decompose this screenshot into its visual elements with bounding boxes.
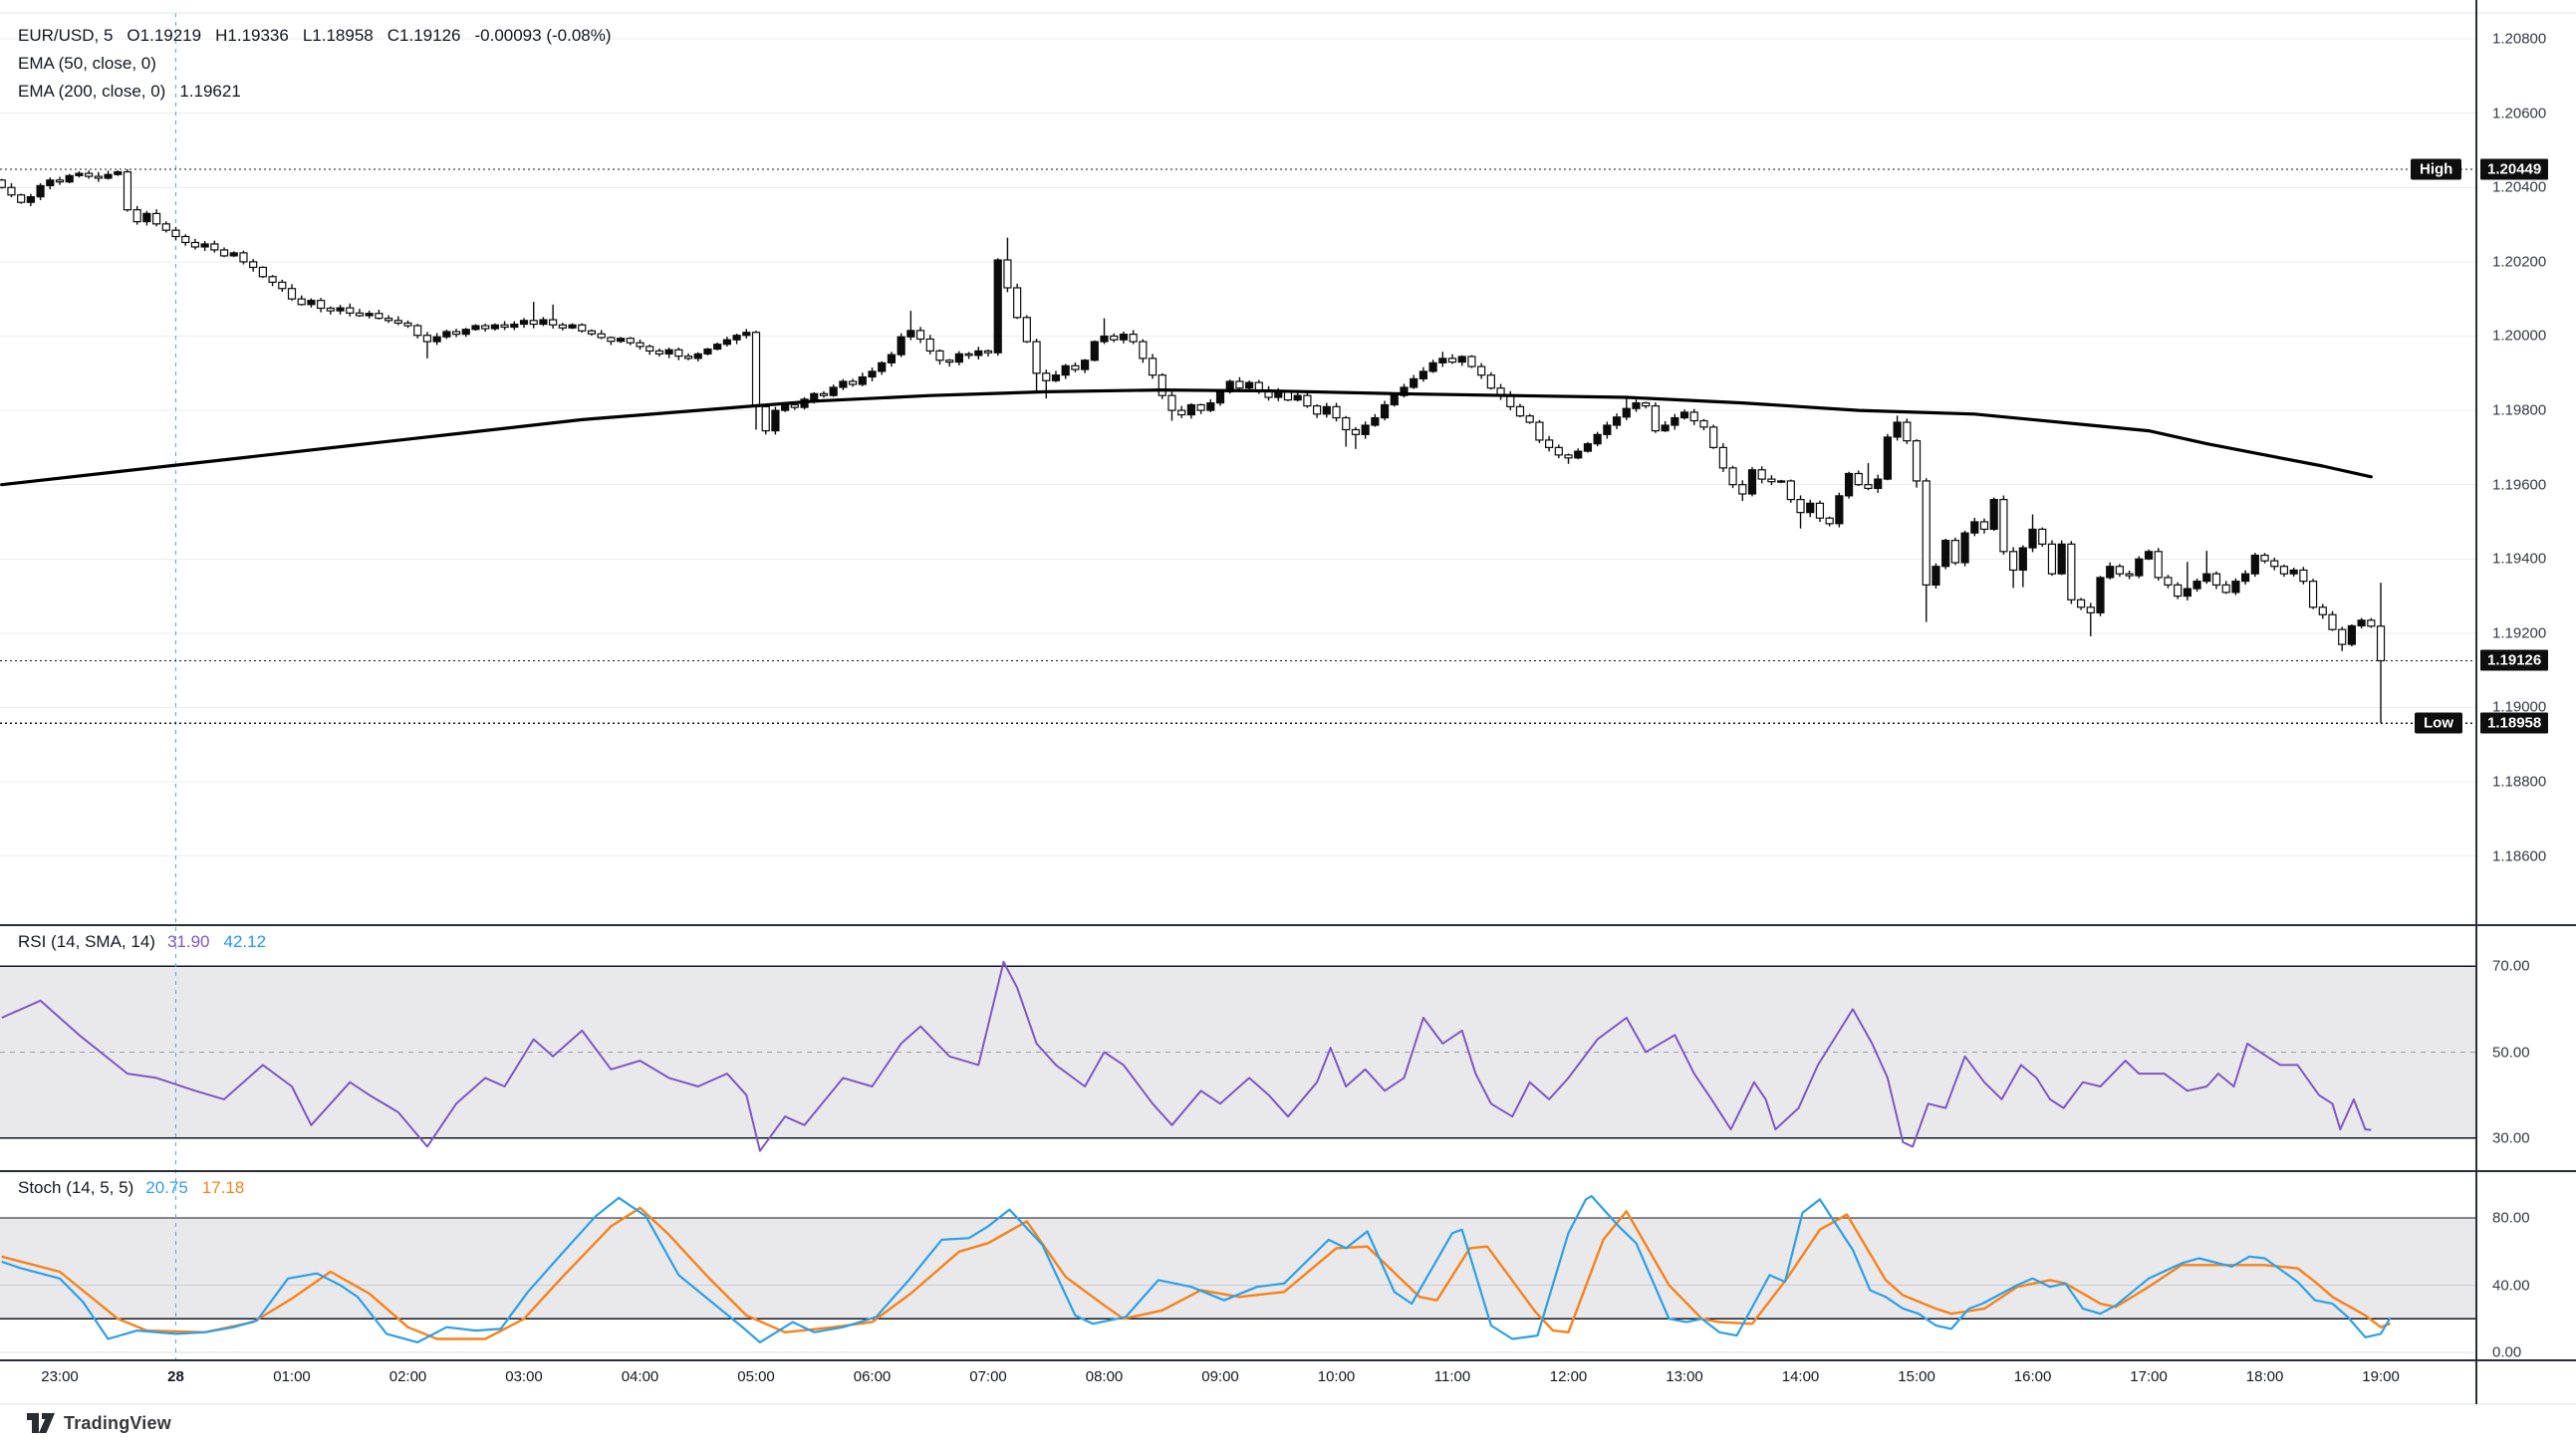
ema200-value: 1.19621 [179, 82, 241, 101]
stoch-band [0, 1217, 2476, 1353]
main-legend[interactable]: EUR/USD, 5 O1.19219 H1.19336 L1.18958 C1.191… [18, 22, 612, 106]
stoch-k-line [1, 1194, 2392, 1344]
ohlc-high: H1.19336 [215, 26, 289, 45]
ema50-label[interactable]: EMA (50, close, 0) [18, 54, 156, 73]
ohlc-change: -0.00093 (-0.08%) [474, 26, 612, 45]
ema200-label[interactable]: EMA (200, close, 0) [18, 82, 166, 101]
stoch-title[interactable]: Stoch (14, 5, 5) [18, 1178, 134, 1197]
rsi-sma-value: 42.12 [223, 932, 267, 951]
price-dotted-lines [0, 168, 2476, 724]
ema200-line [0, 388, 2373, 487]
ema50-legend-row[interactable]: EMA (50, close, 0) [18, 50, 612, 78]
stoch-d-value: 17.18 [201, 1178, 245, 1197]
footer: TradingView [26, 1412, 171, 1434]
stoch-legend[interactable]: Stoch (14, 5, 5) 20.75 17.18 [18, 1178, 244, 1198]
ema200-legend-row[interactable]: EMA (200, close, 0) 1.19621 [18, 78, 612, 106]
ohlc-close: C1.19126 [386, 26, 461, 45]
rsi-legend[interactable]: RSI (14, SMA, 14) 31.90 42.12 [18, 932, 266, 952]
pane-borders [0, 0, 2576, 1405]
symbol-name[interactable]: EUR/USD, 5 [18, 26, 114, 45]
stoch-k-value: 20.75 [145, 1178, 188, 1197]
symbol-legend-row[interactable]: EUR/USD, 5 O1.19219 H1.19336 L1.18958 C1.191… [18, 22, 612, 50]
stoch-d-line [1, 1206, 2392, 1340]
ohlc-low: L1.18958 [302, 26, 374, 45]
price-gridlines [0, 38, 2476, 857]
ohlc-open: O1.19219 [127, 26, 202, 45]
candles-group [0, 169, 2386, 724]
tradingview-logo-text[interactable]: TradingView [64, 1412, 171, 1433]
rsi-title[interactable]: RSI (14, SMA, 14) [18, 932, 155, 951]
rsi-line [1, 960, 2372, 1152]
tradingview-logo-icon[interactable] [26, 1412, 56, 1434]
rsi-value: 31.90 [166, 932, 210, 951]
rsi-band [0, 965, 2476, 1139]
